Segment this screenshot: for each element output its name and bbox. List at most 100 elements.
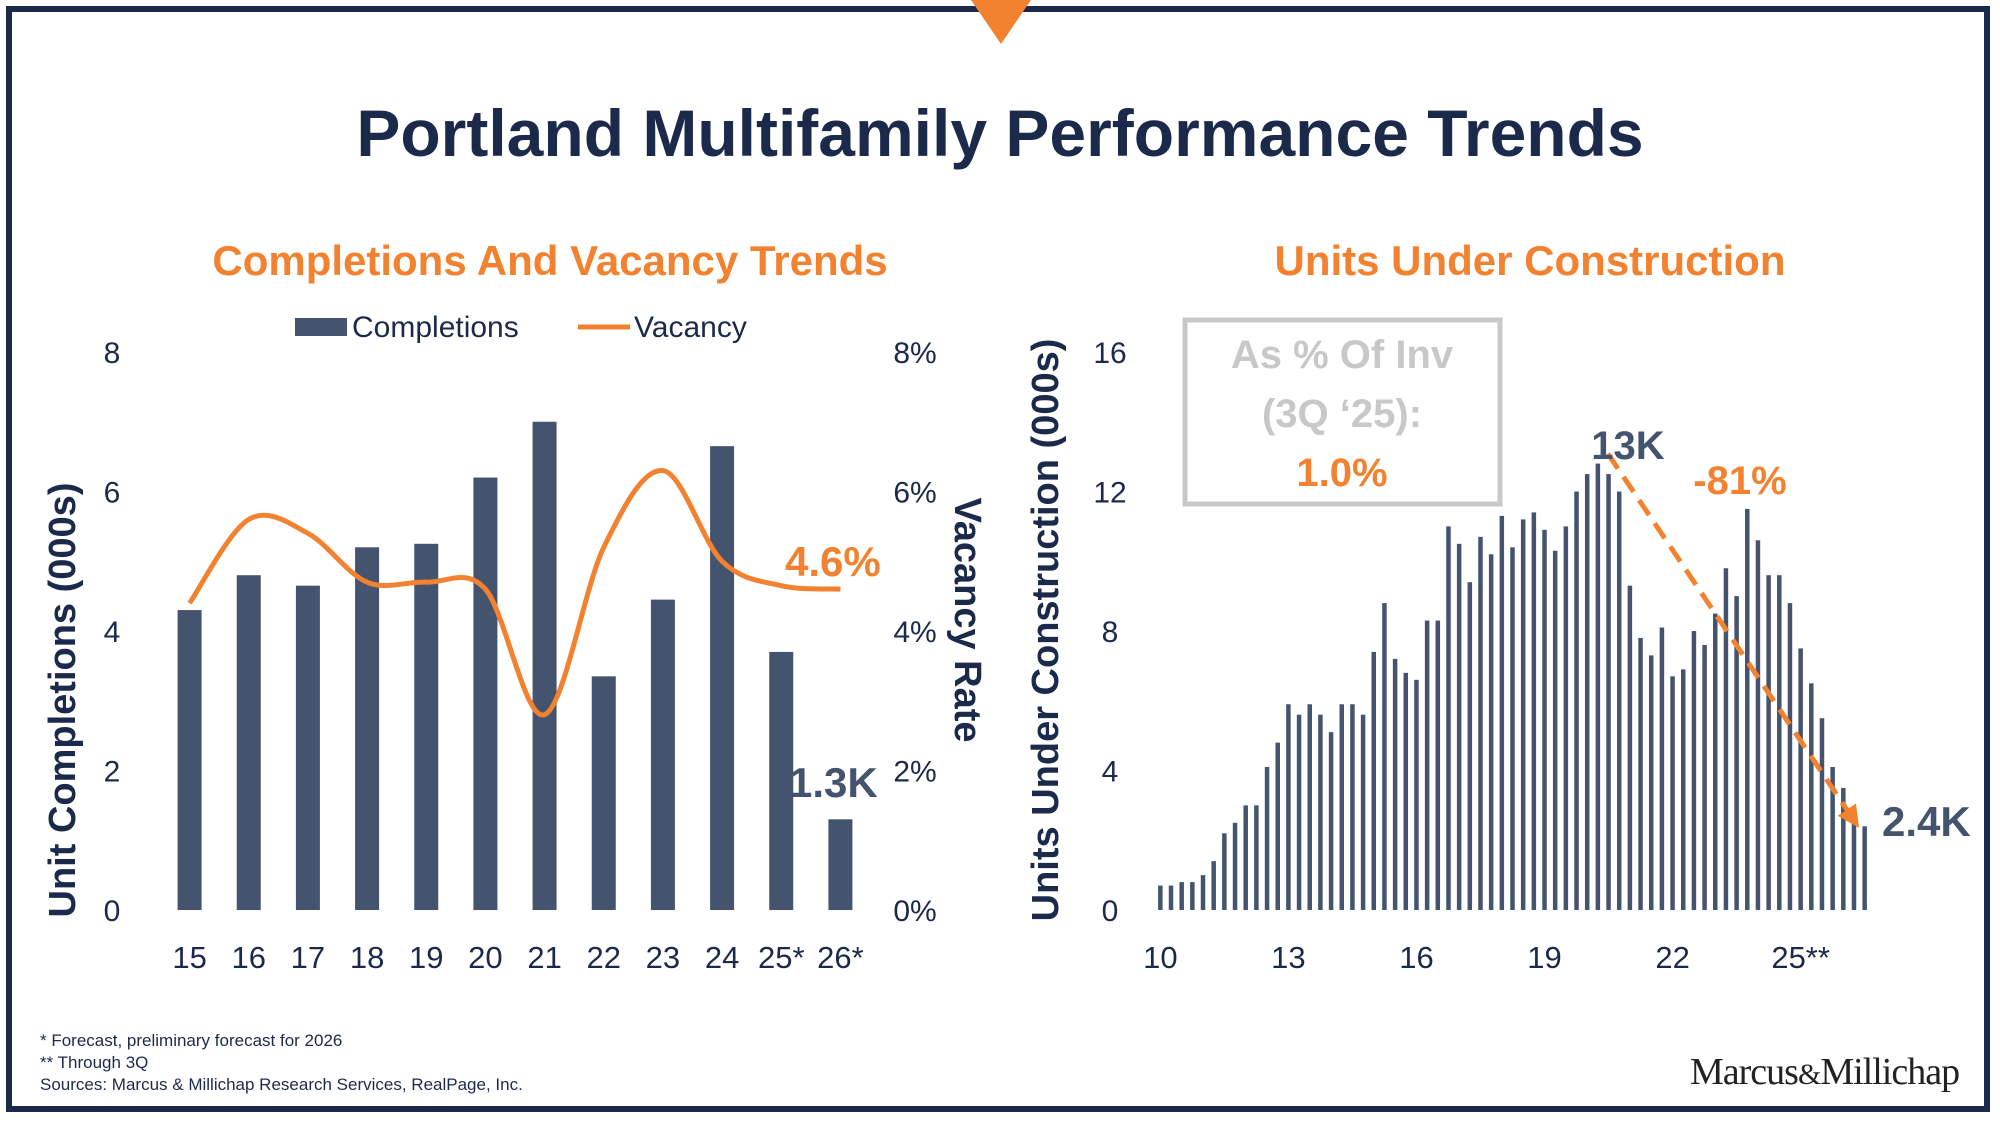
- construction-bar: [1584, 474, 1590, 910]
- construction-x-tick: 13: [1271, 940, 1305, 975]
- right-y-tick: 2%: [893, 756, 936, 789]
- construction-x-tick: 16: [1399, 940, 1433, 975]
- construction-bar: [1456, 543, 1462, 910]
- construction-bar: [1296, 714, 1302, 910]
- completions-bar: [473, 477, 498, 910]
- left-x-tick: 21: [527, 940, 561, 975]
- orange-marker-icon: [971, 0, 1031, 44]
- construction-bar: [1200, 875, 1206, 910]
- left-x-tick: 18: [350, 940, 384, 975]
- construction-bar: [1414, 679, 1419, 910]
- company-logo: Marcus&Millichap: [1690, 1051, 1960, 1093]
- left-x-tick: 19: [409, 940, 443, 975]
- left-x-tick: 24: [705, 940, 739, 975]
- chart-legend: Completions Vacancy: [295, 311, 747, 344]
- construction-bar: [1339, 704, 1345, 910]
- construction-bar: [1745, 508, 1750, 910]
- inset-border: [1182, 317, 1503, 507]
- latest-annotation: 2.4K: [1882, 798, 1971, 845]
- construction-bar: [1595, 463, 1601, 910]
- legend-vacancy-label: Vacancy: [634, 311, 747, 344]
- construction-bar: [1616, 491, 1622, 910]
- left-x-tick: 26*: [817, 940, 864, 975]
- construction-bar: [1254, 805, 1259, 910]
- construction-bar: [1702, 644, 1707, 910]
- completions-bar: [650, 599, 675, 910]
- peak-annotation: 13K: [1591, 424, 1664, 468]
- construction-bar: [1851, 808, 1857, 910]
- construction-bar: [1809, 683, 1814, 910]
- left-y-tick: 4: [104, 616, 121, 649]
- construction-bar: [1531, 512, 1537, 910]
- construction-y-tick: 16: [1093, 337, 1126, 370]
- construction-bar: [1435, 620, 1441, 910]
- construction-y-tick: 0: [1102, 895, 1119, 928]
- left-x-tick: 17: [291, 940, 325, 975]
- construction-bar: [1670, 676, 1675, 910]
- completions-bar: [591, 676, 616, 910]
- right-y-axis-label: Vacancy Rate: [946, 497, 988, 742]
- decline-trend-arrow: [1605, 452, 1857, 823]
- left-y-tick: 6: [104, 477, 121, 510]
- construction-bar: [1243, 805, 1248, 910]
- construction-bar: [1286, 704, 1291, 910]
- construction-bar: [1264, 767, 1270, 910]
- construction-bar: [1307, 704, 1312, 910]
- construction-bar: [1606, 474, 1611, 910]
- construction-bar: [1222, 833, 1227, 910]
- construction-x-tick: 10: [1143, 940, 1177, 975]
- construction-x-tick: 25**: [1771, 940, 1830, 975]
- construction-bar: [1179, 882, 1184, 910]
- completions-bar: [828, 819, 853, 910]
- left-y-tick: 8: [104, 337, 121, 370]
- right-chart-title: Units Under Construction: [1274, 237, 1786, 284]
- construction-y-tick: 8: [1102, 616, 1119, 649]
- construction-bar: [1659, 627, 1665, 910]
- page-title: Portland Multifamily Performance Trends: [356, 96, 1644, 170]
- arrowhead-icon: [1837, 803, 1860, 828]
- construction-bar: [1638, 637, 1643, 910]
- construction-bar: [1424, 620, 1430, 910]
- construction-x-tick: 22: [1655, 940, 1689, 975]
- completions-bar: [532, 421, 557, 910]
- construction-bar: [1211, 861, 1216, 910]
- construction-bar: [1755, 540, 1761, 910]
- completions-bar: [414, 543, 439, 910]
- footnote-through: ** Through 3Q: [40, 1053, 149, 1072]
- construction-bar: [1627, 585, 1633, 910]
- inset-value: 1.0%: [1296, 451, 1387, 495]
- left-y-tick: 0: [104, 895, 121, 928]
- footnotes: * Forecast, preliminary forecast for 202…: [40, 1030, 523, 1096]
- construction-bar: [1734, 596, 1739, 910]
- completions-bar: [710, 446, 735, 910]
- construction-bar: [1328, 732, 1334, 910]
- inventory-inset-box: As % Of Inv (3Q ‘25): 1.0%: [1182, 317, 1503, 507]
- completions-bar: [236, 575, 261, 910]
- construction-bar: [1275, 742, 1280, 910]
- construction-bar: [1798, 648, 1803, 910]
- construction-bar: [1446, 526, 1451, 910]
- right-y-tick: 0%: [893, 895, 936, 928]
- construction-bar: [1190, 882, 1195, 910]
- construction-bar: [1766, 575, 1771, 910]
- completions-bar: [355, 547, 380, 910]
- construction-bar: [1691, 631, 1697, 910]
- completions-bar: [769, 651, 794, 910]
- left-x-tick: 20: [468, 940, 502, 975]
- construction-bar: [1350, 704, 1355, 910]
- construction-bar: [1168, 885, 1174, 910]
- left-x-tick: 15: [172, 940, 206, 975]
- construction-bar: [1510, 547, 1515, 910]
- left-chart-title: Completions And Vacancy Trends: [212, 237, 888, 284]
- inset-line2: (3Q ‘25):: [1262, 392, 1422, 436]
- inset-line1: As % Of Inv: [1231, 333, 1454, 377]
- construction-bar: [1574, 491, 1579, 910]
- construction-y-tick: 4: [1102, 756, 1119, 789]
- right-y-tick: 6%: [893, 477, 936, 510]
- vacancy-series-line: [187, 468, 841, 718]
- construction-bar: [1371, 651, 1377, 910]
- completions-bar: [295, 585, 320, 910]
- footnote-forecast: * Forecast, preliminary forecast for 202…: [40, 1031, 343, 1050]
